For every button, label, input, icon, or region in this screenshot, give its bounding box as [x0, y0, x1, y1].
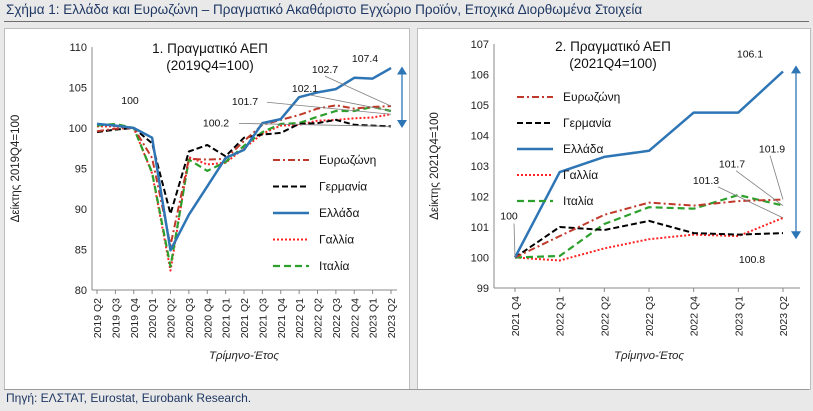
chart-1-legend-label-eurozone: Ευρωζώνη — [319, 153, 376, 167]
chart-1-x-tick-label: 2022 Q3 — [331, 298, 343, 338]
chart-2-data-label: 100 — [500, 211, 518, 223]
chart-2-range-arrow-head-down — [791, 231, 801, 240]
chart-1-leader-line — [266, 101, 392, 115]
chart-2-leader-line — [717, 186, 784, 219]
chart-2-x-tick-label: 2022 Q1 — [555, 296, 567, 336]
chart-panel-1: 80 85 90 95 100 105 110 2019 Q2 2019 Q3 2019 Q4 20… — [4, 28, 410, 390]
chart-1-x-tick-label: 2020 Q4 — [202, 298, 214, 338]
chart-1-x-tick-label: 2020 Q1 — [147, 298, 159, 338]
chart-2-y-tick-label: 106 — [471, 70, 489, 82]
chart-1-series-line-eurozone — [96, 104, 392, 247]
chart-2-subtitle: (2021Q4=100) — [569, 56, 656, 71]
chart-1-x-tick-label: 2019 Q4 — [129, 298, 141, 338]
chart-2-series-line-eurozone — [514, 198, 784, 259]
chart-2-x-tick-label: 2023 Q1 — [733, 296, 745, 336]
source-divider — [4, 389, 809, 390]
chart-1-x-tick-label: 2019 Q2 — [92, 298, 104, 338]
chart-1-y-tick-label: 105 — [69, 83, 87, 95]
chart-2-series-line-greece — [513, 70, 784, 259]
chart-2-x-tick-label: 2022 Q3 — [644, 296, 656, 336]
chart-1-x-tick-label: 2019 Q3 — [110, 298, 122, 338]
chart-1-data-label: 100 — [121, 95, 139, 107]
chart-2-legend-label-eurozone: Ευρωζώνη — [563, 90, 620, 104]
chart-2-series-line-france — [514, 216, 784, 262]
chart-1-legend-label-italy: Ιταλία — [319, 259, 350, 273]
chart-1-y-tick-label: 100 — [69, 123, 87, 135]
chart-2-data-label: 101.7 — [719, 159, 745, 171]
chart-2-y-tick-label: 103 — [471, 161, 489, 173]
chart-2-legend-label-greece: Ελλάδα — [563, 142, 603, 156]
figure-title: Σχήμα 1: Ελλάδα και Ευρωζώνη – Πραγματικ… — [6, 2, 643, 17]
chart-2-series-line-italy — [514, 193, 784, 259]
chart-2-legend-label-germany: Γερμανία — [563, 116, 611, 130]
chart-1-y-tick-label: 90 — [75, 204, 87, 216]
chart-1-data-label: 107.4 — [352, 53, 378, 65]
chart-2-leader-line — [513, 223, 516, 258]
chart-2-title: 2. Πραγματικό ΑΕΠ — [555, 39, 671, 54]
title-divider — [4, 21, 809, 22]
chart-2-svg: 99 100 101 102 103 104 105 106 107 2021 Q4 2022 Q1… — [429, 39, 801, 362]
chart-1-y-tick-label: 95 — [75, 164, 87, 176]
chart-1-x-tick-label: 2023 Q1 — [368, 298, 380, 338]
source-note: Πηγή: ΕΛΣΤΑΤ, Eurostat, Eurobank Researc… — [6, 391, 252, 405]
chart-2-y-tick-label: 107 — [471, 39, 489, 51]
chart-1-data-label: 102.1 — [292, 83, 318, 95]
chart-1-x-axis-label: Τρίμηνο-Έτος — [209, 350, 279, 362]
chart-2-y-tick-label: 102 — [471, 192, 489, 204]
chart-2-legend-label-italy: Ιταλία — [563, 194, 594, 208]
chart-1-x-tick-label: 2021 Q1 — [221, 298, 233, 338]
chart-2-y-tick-label: 104 — [471, 131, 489, 143]
chart-2-x-tick-label: 2022 Q2 — [599, 296, 611, 336]
chart-1-range-arrow-head-down — [397, 120, 407, 128]
chart-1-leader-line — [309, 94, 392, 112]
chart-1-x-tick-label: 2022 Q2 — [313, 298, 325, 338]
chart-1-title: 1. Πραγματικό ΑΕΠ — [152, 41, 268, 56]
chart-1-y-tick-label: 110 — [69, 42, 87, 54]
chart-1-x-tick-label: 2021 Q4 — [276, 298, 288, 338]
chart-1-legend-label-greece: Ελλάδα — [319, 206, 359, 220]
chart-2-data-label: 101.9 — [759, 144, 785, 156]
chart-1-leader-line — [238, 122, 392, 127]
chart-1-data-label: 102.7 — [312, 64, 338, 76]
chart-1-y-tick-label: 80 — [75, 285, 87, 297]
chart-1-x-tick-label: 2021 Q2 — [239, 298, 251, 338]
chart-2-y-axis-label: Δείκτης 2021Q4=100 — [429, 112, 441, 220]
chart-2-data-label: 100.8 — [739, 254, 765, 266]
chart-2-data-label: 106.1 — [737, 48, 763, 60]
chart-2-y-tick-label: 105 — [471, 100, 489, 112]
chart-1-series-line-greece — [96, 67, 392, 252]
chart-2-y-tick-label: 99 — [477, 283, 489, 295]
chart-1-x-tick-label: 2022 Q1 — [294, 298, 306, 338]
chart-1-series-line-italy — [96, 105, 392, 268]
chart-1-y-axis-label: Δείκτης 2019Q4=100 — [10, 115, 22, 223]
chart-1-x-tick-label: 2022 Q4 — [349, 298, 361, 338]
chart-1-range-arrow-head-up — [397, 66, 407, 75]
chart-2-series-line-germany — [514, 219, 784, 259]
chart-2-leader-line — [735, 170, 784, 206]
chart-2-data-label: 101.3 — [693, 175, 719, 187]
chart-1-x-tick-label: 2021 Q3 — [257, 298, 269, 338]
chart-panel-2: 99 100 101 102 103 104 105 106 107 2021 Q4 2022 Q1… — [417, 28, 811, 390]
chart-1-data-label: 100.2 — [203, 117, 229, 129]
chart-2-x-axis-label: Τρίμηνο-Έτος — [614, 350, 684, 362]
chart-1-legend-label-germany: Γερμανία — [319, 180, 367, 194]
chart-1-x-tick-label: 2023 Q2 — [386, 298, 398, 338]
chart-1-leader-line — [324, 75, 392, 107]
chart-2-legend-label-france: Γαλλία — [563, 168, 598, 182]
chart-2-range-arrow-head-up — [791, 65, 801, 74]
chart-1-series-line-germany — [96, 118, 392, 215]
chart-2-y-tick-label: 100 — [471, 253, 489, 265]
chart-1-subtitle: (2019Q4=100) — [166, 58, 253, 73]
chart-2-y-tick-label: 101 — [471, 222, 489, 234]
chart-1-x-tick-label: 2020 Q2 — [166, 298, 178, 338]
chart-1-svg: 80 85 90 95 100 105 110 2019 Q2 2019 Q3 2019 Q4 20… — [10, 41, 407, 362]
chart-1-x-tick-label: 2020 Q3 — [184, 298, 196, 338]
chart-2-x-tick-label: 2022 Q4 — [689, 296, 701, 336]
chart-2-x-tick-label: 2023 Q2 — [778, 296, 790, 336]
chart-1-data-label: 101.7 — [232, 96, 258, 108]
chart-1-y-tick-label: 85 — [75, 245, 87, 257]
chart-2-x-tick-label: 2021 Q4 — [510, 296, 522, 336]
chart-2-leader-line — [769, 155, 784, 200]
chart-1-legend-label-france: Γαλλία — [319, 233, 354, 247]
